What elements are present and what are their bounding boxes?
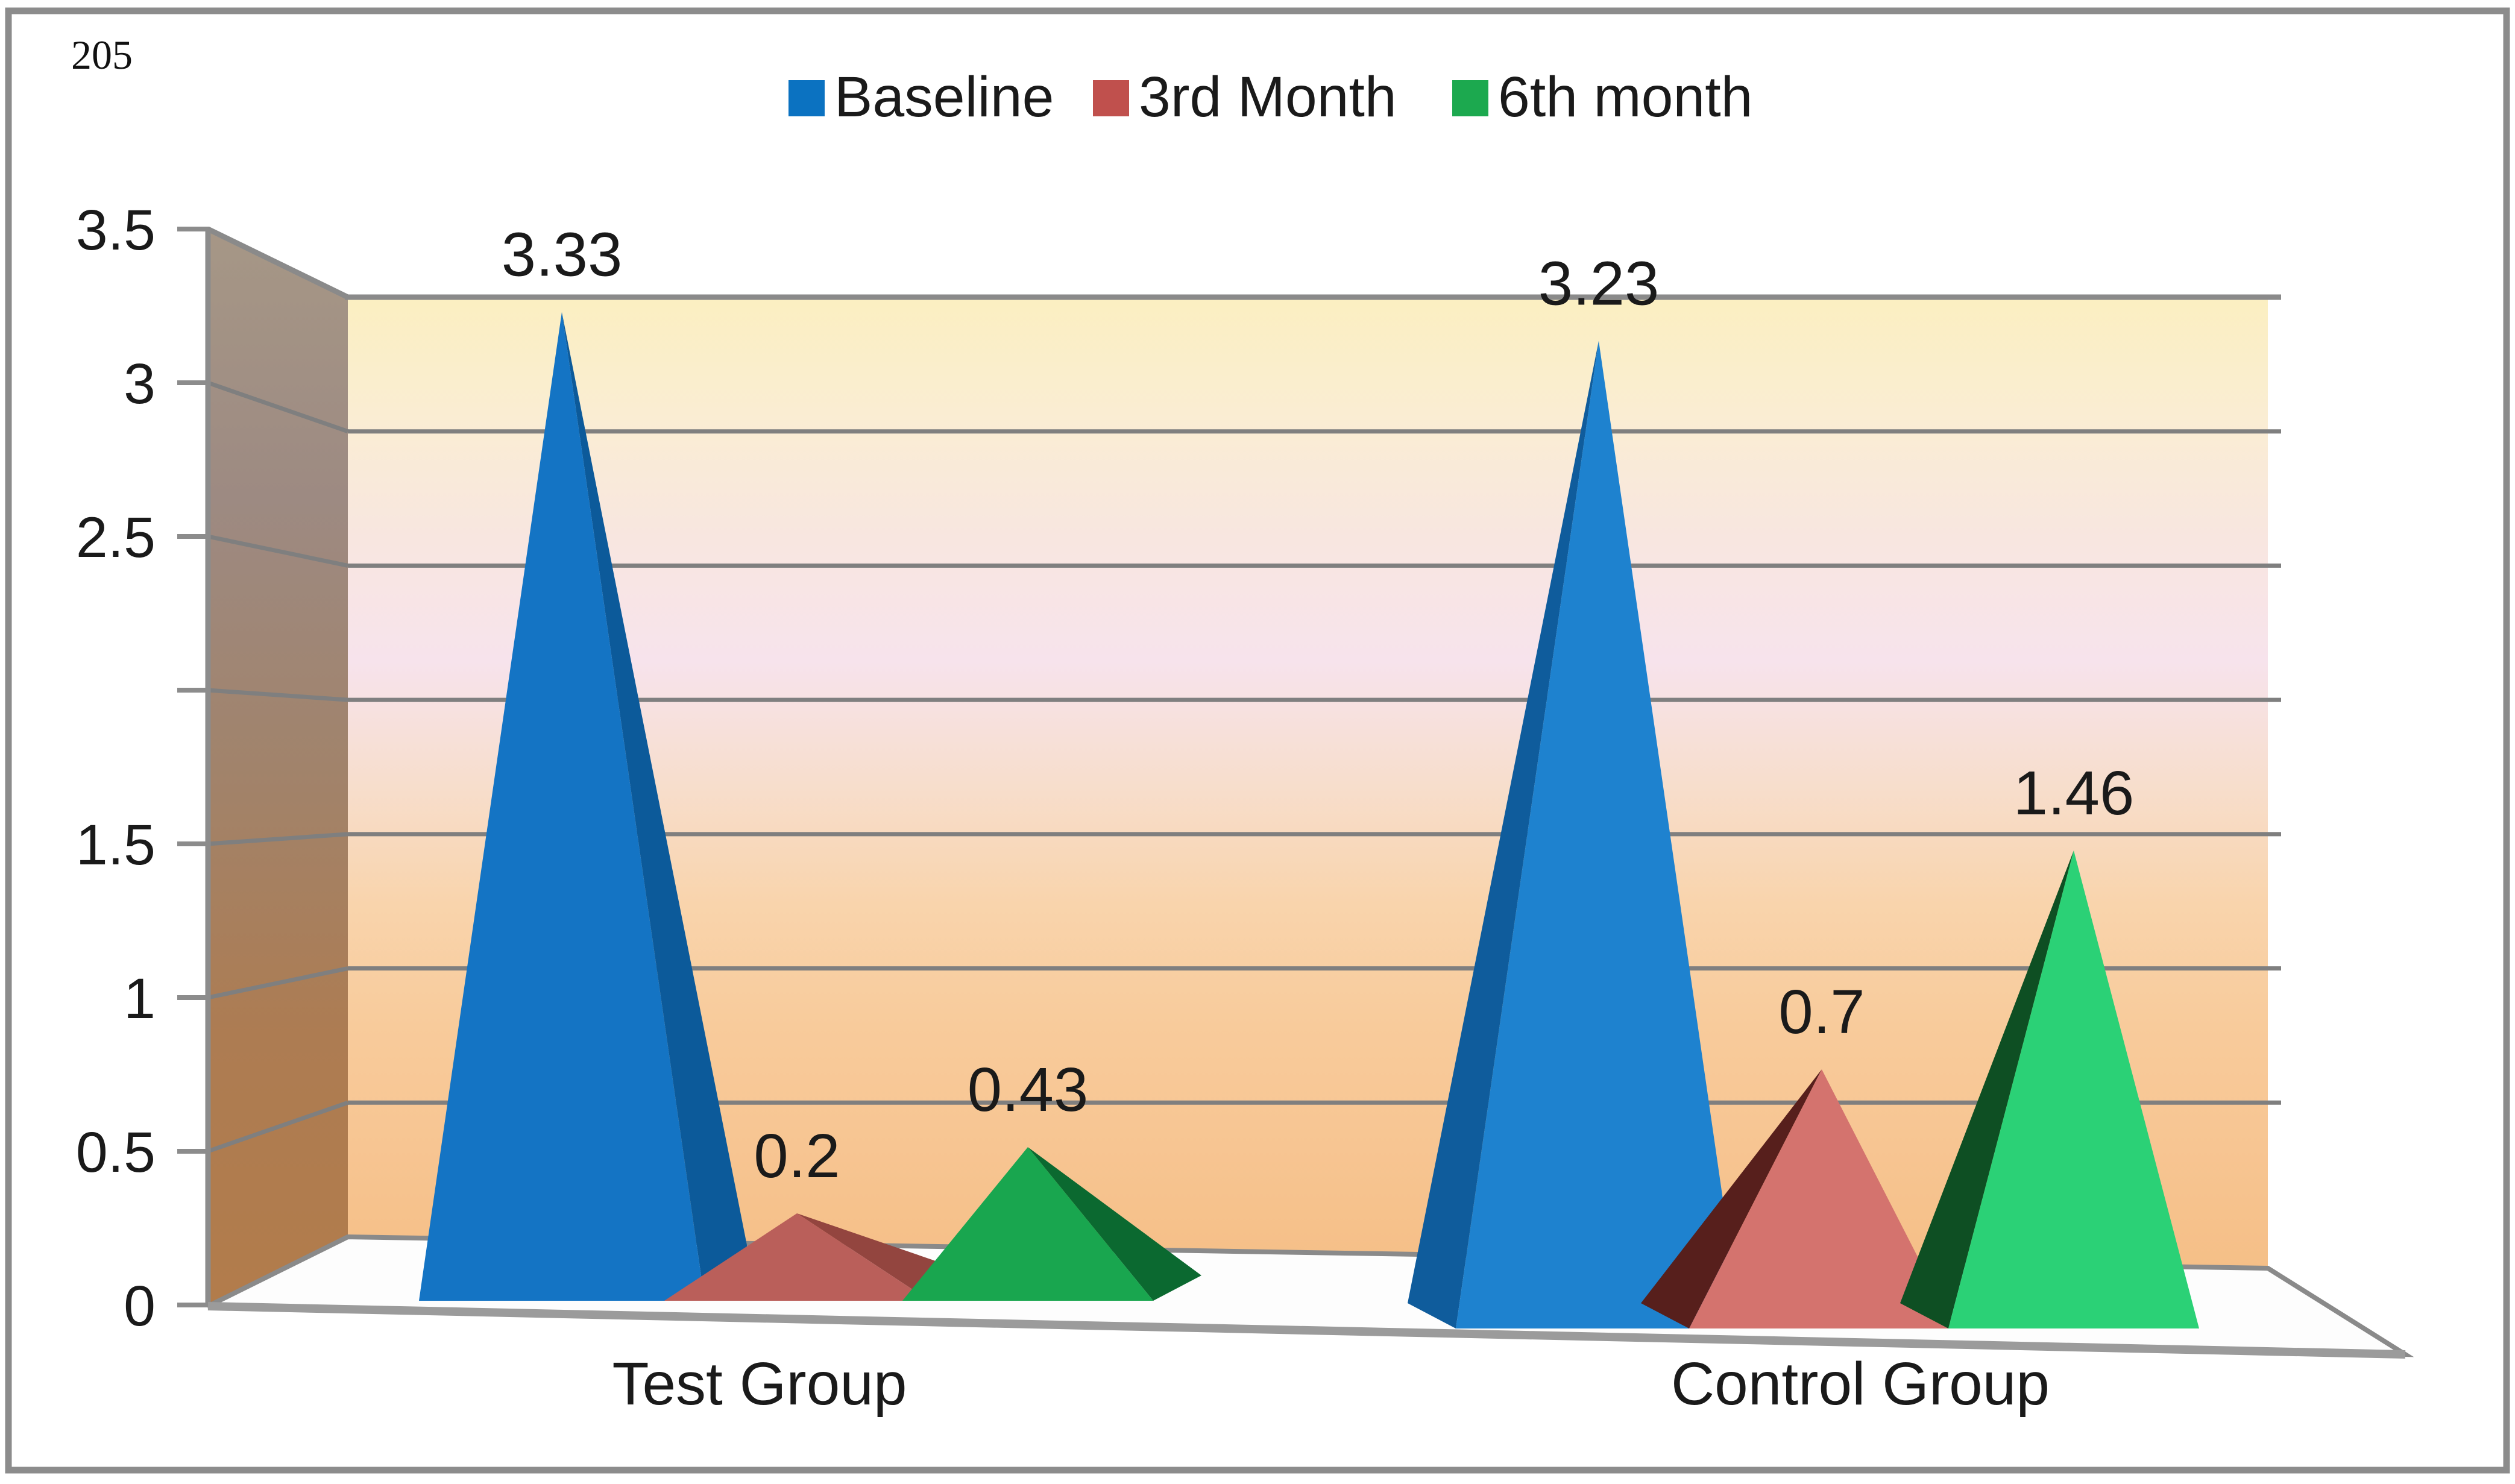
wall-top-edge: [207, 226, 349, 300]
value-label: 0.43: [968, 1055, 1088, 1124]
y-axis-label: 3.5: [76, 198, 156, 262]
pyramid-side-control-group-3rd-month: [1641, 1069, 1822, 1328]
category-label: Control Group: [1671, 1350, 2050, 1418]
gridline-wall: [207, 688, 348, 702]
pyramid-test-group-6th-month: [902, 1147, 1153, 1301]
category-label: Test Group: [612, 1350, 907, 1418]
gridline-wall: [207, 1100, 349, 1154]
legend-swatch-6th-month: [1452, 80, 1488, 116]
y-axis-label: 3: [124, 352, 156, 416]
pyramid-side-test-group-6th-month: [1028, 1147, 1201, 1301]
plot-back-wall: [348, 297, 2268, 1268]
value-label: 0.2: [754, 1121, 840, 1190]
value-label: 0.7: [1778, 977, 1865, 1046]
value-label: 1.46: [2013, 758, 2134, 828]
floor-front-edge: [207, 1302, 2406, 1359]
pyramid-test-group-3rd-month: [664, 1213, 930, 1301]
y-axis-label: 1: [124, 967, 156, 1031]
pyramid-side-test-group-baseline: [562, 312, 753, 1301]
gridline-wall: [207, 832, 348, 846]
legend-label-3rd-month: 3rd Month: [1139, 65, 1397, 129]
page-number-note: 205: [71, 32, 133, 78]
pyramid-side-control-group-6th-month: [1900, 850, 2074, 1328]
y-axis-label: 1.5: [76, 813, 156, 877]
legend-label-6th-month: 6th month: [1498, 65, 1753, 129]
legend-swatch-baseline: [788, 80, 825, 116]
legend-swatch-3rd-month: [1093, 80, 1129, 116]
legend-label-baseline: Baseline: [834, 65, 1054, 129]
pyramid-test-group-baseline: [419, 312, 705, 1301]
y-axis-label: 0.5: [76, 1121, 156, 1184]
gridline-wall: [207, 534, 348, 568]
gridline-wall: [207, 966, 348, 1000]
value-label: 3.33: [502, 220, 622, 289]
pyramid-control-group-baseline: [1456, 341, 1742, 1329]
pyramid-control-group-6th-month: [1948, 850, 2199, 1328]
pyramid-side-control-group-baseline: [1408, 341, 1599, 1329]
pyramid-control-group-3rd-month: [1689, 1069, 1954, 1328]
y-axis-label: 0: [124, 1274, 156, 1338]
gridline-wall: [207, 380, 349, 434]
y-axis-label: 2.5: [76, 506, 156, 570]
plot-left-wall: [208, 229, 348, 1305]
value-label: 3.23: [1538, 248, 1659, 318]
